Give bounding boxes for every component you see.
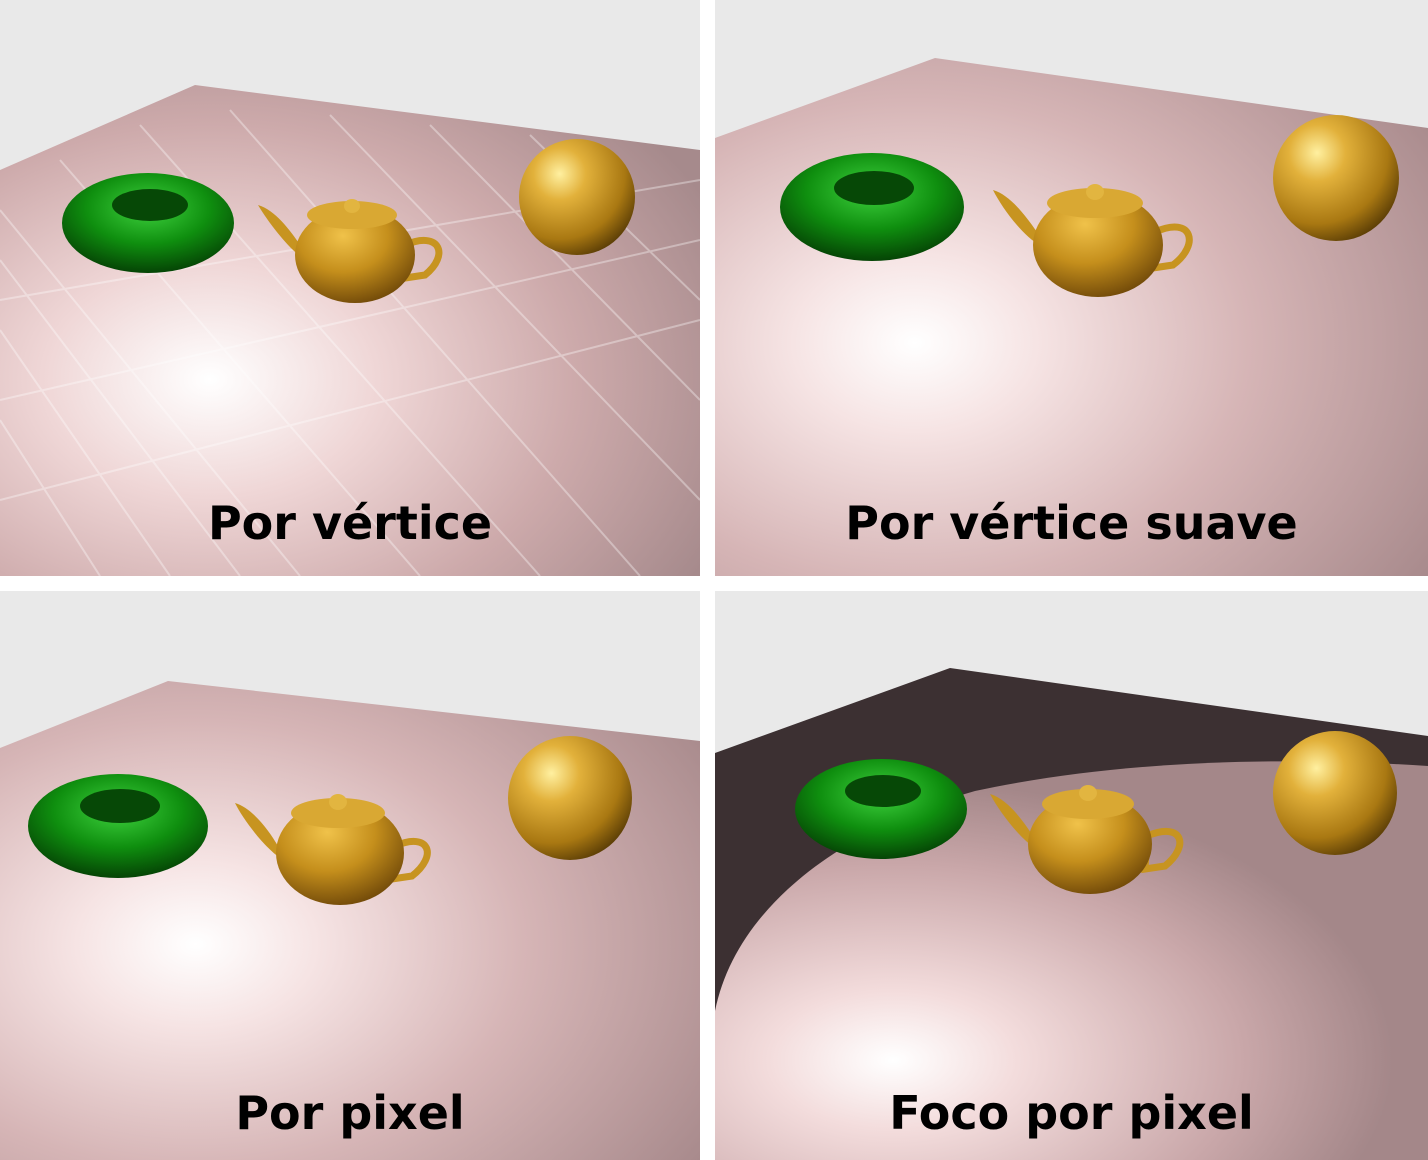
torus <box>28 774 208 878</box>
teapot <box>235 794 431 905</box>
torus <box>780 153 964 261</box>
sphere <box>1273 731 1397 855</box>
scene-render <box>0 85 700 576</box>
panel-per-vertex: Por vértice <box>0 0 700 576</box>
sphere <box>508 736 632 860</box>
torus <box>62 173 234 273</box>
teapot <box>990 785 1184 894</box>
teapot <box>993 184 1193 297</box>
panel-caption: Foco por pixel <box>889 1086 1254 1140</box>
sphere <box>519 139 635 255</box>
scene-render <box>715 58 1428 576</box>
panel-per-pixel: Por pixel <box>0 591 700 1160</box>
scene-render <box>0 681 700 1160</box>
torus <box>795 759 967 859</box>
panel-caption: Por pixel <box>235 1086 465 1140</box>
sphere <box>1273 115 1399 241</box>
panel-caption: Por vértice <box>207 496 493 550</box>
panel-caption: Por vértice suave <box>845 496 1298 550</box>
panel-per-vertex-smooth: Por vértice suave <box>715 0 1428 576</box>
scene-render <box>715 668 1428 1160</box>
teapot <box>258 199 443 303</box>
panel-spotlight-per-pixel: Foco por pixel <box>715 591 1428 1160</box>
spotlight-area <box>715 761 1428 1160</box>
